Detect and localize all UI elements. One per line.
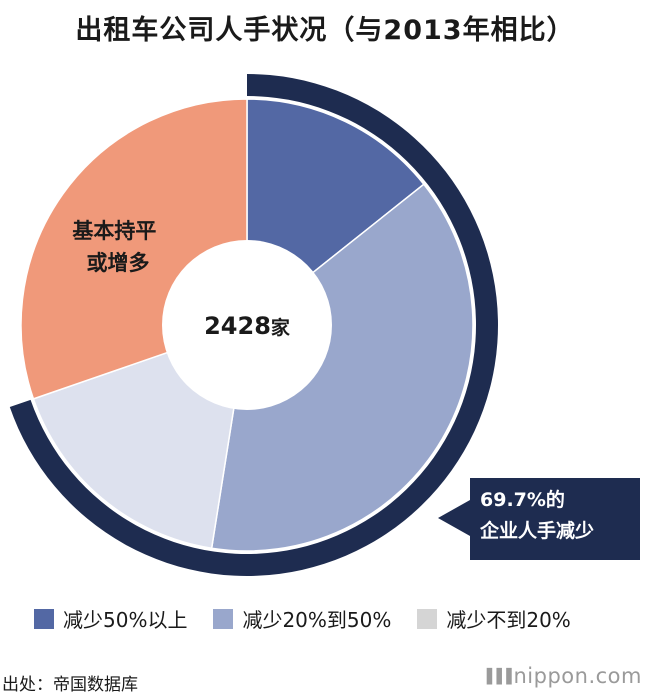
legend-swatch (213, 608, 234, 629)
legend-item-reduce-20-50: 减少20%到50% (213, 604, 391, 633)
slice-label-flat-or-more: 基本持平 或增多 (72, 219, 163, 275)
slice-reduce-20-50 (210, 183, 474, 552)
center-total-unit: 家 (271, 316, 291, 339)
slice-label-line1: 基本持平 (72, 219, 156, 243)
callout-line2: 企业人手减少 (479, 519, 594, 542)
brand-dots-icon: ▐▐▐ (481, 669, 511, 685)
center-total-number: 2428 (204, 312, 271, 340)
brand-logo: ▐▐▐ nippon.com (481, 664, 642, 688)
chart-title: 出租车公司人手状况（与2013年相比） (75, 15, 575, 46)
legend-label: 减少50%以上 (63, 608, 188, 632)
legend-item-reduce-50-plus: 减少50%以上 (34, 604, 187, 633)
legend-label: 减少20%到50% (242, 608, 392, 632)
legend-item-reduce-under-20: 减少不到20% (417, 604, 571, 633)
slice-label-line2: 或增多 (87, 251, 150, 275)
legend-swatch (417, 608, 438, 629)
source-note: 出处：帝国数据库 (2, 675, 138, 695)
callout-line1: 69.7%的 (480, 488, 565, 511)
callout-shape (438, 478, 640, 560)
legend-swatch (34, 608, 54, 629)
callout-box: 69.7%的 企业人手减少 (438, 478, 640, 560)
legend: 减少50%以上 减少20%到50% 减少不到20% (34, 604, 571, 633)
legend-label: 减少不到20% (446, 608, 571, 632)
brand-text: nippon.com (513, 664, 642, 688)
donut-hole (162, 240, 332, 410)
center-total-label: 2428家 (204, 312, 291, 340)
